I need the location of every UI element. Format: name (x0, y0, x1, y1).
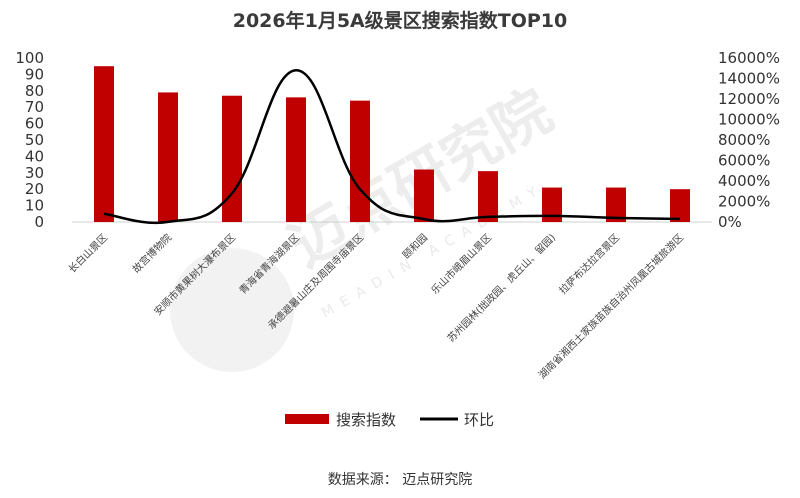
bar (542, 187, 562, 222)
right-tick-label: 8000% (718, 131, 770, 149)
category-label: 故宫博物院 (130, 231, 175, 276)
left-tick-label: 90 (25, 65, 44, 83)
legend-label-line: 环比 (464, 411, 494, 429)
legend-label-bar: 搜索指数 (336, 411, 396, 429)
line-series (103, 69, 681, 225)
bar (158, 92, 178, 222)
right-tick-label: 12000% (718, 90, 780, 108)
right-tick-label: 10000% (718, 111, 780, 129)
category-label: 长白山景区 (66, 231, 111, 276)
legend: 搜索指数 环比 (285, 411, 494, 429)
bar (414, 169, 434, 222)
left-tick-label: 100 (15, 49, 44, 67)
left-tick-label: 30 (25, 164, 44, 182)
bar (94, 66, 114, 222)
left-tick-label: 80 (25, 82, 44, 100)
left-tick-label: 10 (25, 197, 44, 215)
line-path (103, 69, 681, 225)
bar-series (94, 66, 690, 222)
bar (350, 100, 370, 222)
left-tick-label: 50 (25, 131, 44, 149)
left-tick-label: 60 (25, 115, 44, 133)
left-tick-label: 40 (25, 147, 44, 165)
left-tick-label: 0 (34, 213, 44, 231)
right-tick-label: 14000% (718, 70, 780, 88)
bar (478, 171, 498, 222)
category-label: 湖南省湘西土家族苗族自治州凤凰古城旅游区 (536, 231, 687, 382)
left-tick-label: 20 (25, 180, 44, 198)
source-note: 数据来源： 迈点研究院 (327, 472, 473, 488)
chart-title: 2026年1月5A级景区搜索指数TOP10 (232, 10, 568, 32)
right-tick-label: 4000% (718, 172, 770, 190)
right-tick-label: 2000% (718, 193, 770, 211)
legend-swatch-bar (285, 414, 329, 424)
right-axis: 0% 2000% 4000% 6000% 8000% 10000% 12000% 14000%… (718, 49, 780, 231)
watermark-logo-icon (170, 248, 294, 372)
right-tick-label: 0% (718, 213, 742, 231)
category-label: 苏州园林(拙政园、虎丘山、留园) (444, 231, 558, 345)
left-tick-label: 70 (25, 98, 44, 116)
category-label: 拉萨布达拉宫景区 (556, 231, 622, 297)
right-tick-label: 16000% (718, 49, 780, 67)
bar (670, 189, 690, 222)
bar (286, 97, 306, 222)
right-tick-label: 6000% (718, 152, 770, 170)
bar (222, 95, 242, 222)
bar (606, 187, 626, 222)
